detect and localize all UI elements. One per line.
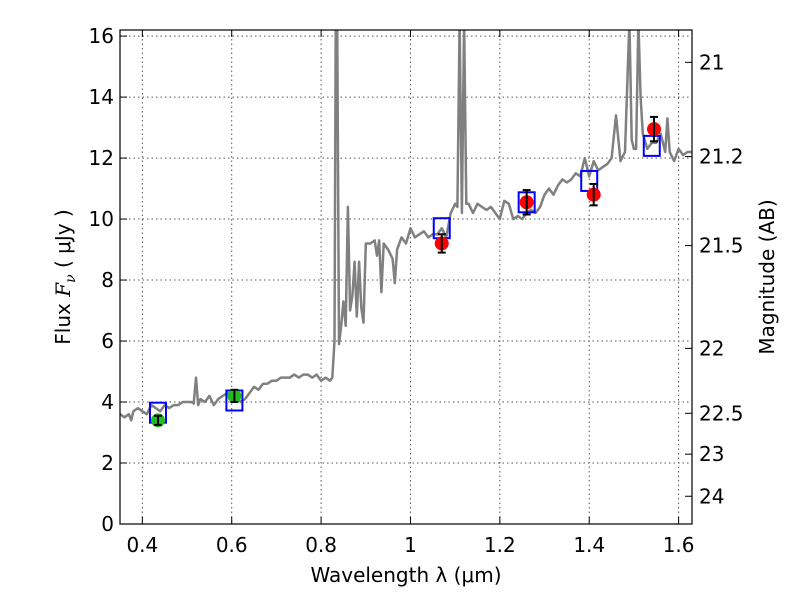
y-tick-label: 0 bbox=[101, 512, 114, 536]
y-tick-label: 10 bbox=[89, 207, 114, 231]
y-tick-label: 4 bbox=[101, 390, 114, 414]
y-tick-label: 8 bbox=[101, 268, 114, 292]
model-photometry-square bbox=[642, 134, 661, 157]
x-tick-label: 0.6 bbox=[216, 533, 248, 557]
axis-ticks: 0.4 0.6 0.8 1 1.2 1.4 1.602468101214162121.221… bbox=[89, 24, 744, 557]
y-axis-title-prefix: Flux bbox=[51, 297, 75, 345]
y2-tick-label: 22 bbox=[699, 336, 724, 360]
y-tick-label: 16 bbox=[89, 24, 114, 48]
x-tick-label: 1.2 bbox=[484, 533, 516, 557]
x-tick-label: 0.4 bbox=[126, 533, 158, 557]
x-tick-label: 1.4 bbox=[573, 533, 605, 557]
optical-errorbar bbox=[153, 414, 162, 426]
y2-tick-label: 21.2 bbox=[699, 145, 744, 169]
y-tick-label: 6 bbox=[101, 329, 114, 353]
y-tick-label: 14 bbox=[89, 85, 114, 109]
nir-errorbar bbox=[589, 182, 598, 207]
y2-tick-label: 21.5 bbox=[699, 234, 744, 258]
y-tick-label: 12 bbox=[89, 146, 114, 170]
x-tick-label: 1 bbox=[404, 533, 417, 557]
x-tick-label: 0.8 bbox=[305, 533, 337, 557]
y2-tick-label: 23 bbox=[699, 442, 724, 466]
grid-lines bbox=[120, 30, 692, 525]
nir-errorbar bbox=[650, 115, 659, 143]
x-tick-label: 1.6 bbox=[663, 533, 695, 557]
y-axis-title-unit: ( μJy ) bbox=[51, 209, 75, 274]
y-axis-title: Flux Fν ( μJy ) bbox=[51, 209, 79, 344]
optical-errorbar bbox=[230, 388, 239, 404]
y2-tick-label: 24 bbox=[699, 484, 724, 508]
y2-tick-label: 21 bbox=[699, 50, 724, 74]
y-axis-title-symbol: F bbox=[51, 282, 75, 298]
spectrum-line bbox=[120, 30, 692, 422]
nir-errorbar bbox=[437, 233, 446, 254]
x-axis-title: Wavelength λ (μm) bbox=[310, 563, 501, 587]
y2-tick-label: 22.5 bbox=[699, 401, 744, 425]
y-axis-title-subscript: ν bbox=[63, 274, 79, 283]
y-tick-label: 2 bbox=[101, 451, 114, 475]
nir-errorbar bbox=[522, 189, 531, 216]
plot-series bbox=[120, 30, 692, 428]
y2-axis-title: Magnitude (AB) bbox=[755, 199, 779, 354]
plot-frame bbox=[119, 29, 693, 525]
